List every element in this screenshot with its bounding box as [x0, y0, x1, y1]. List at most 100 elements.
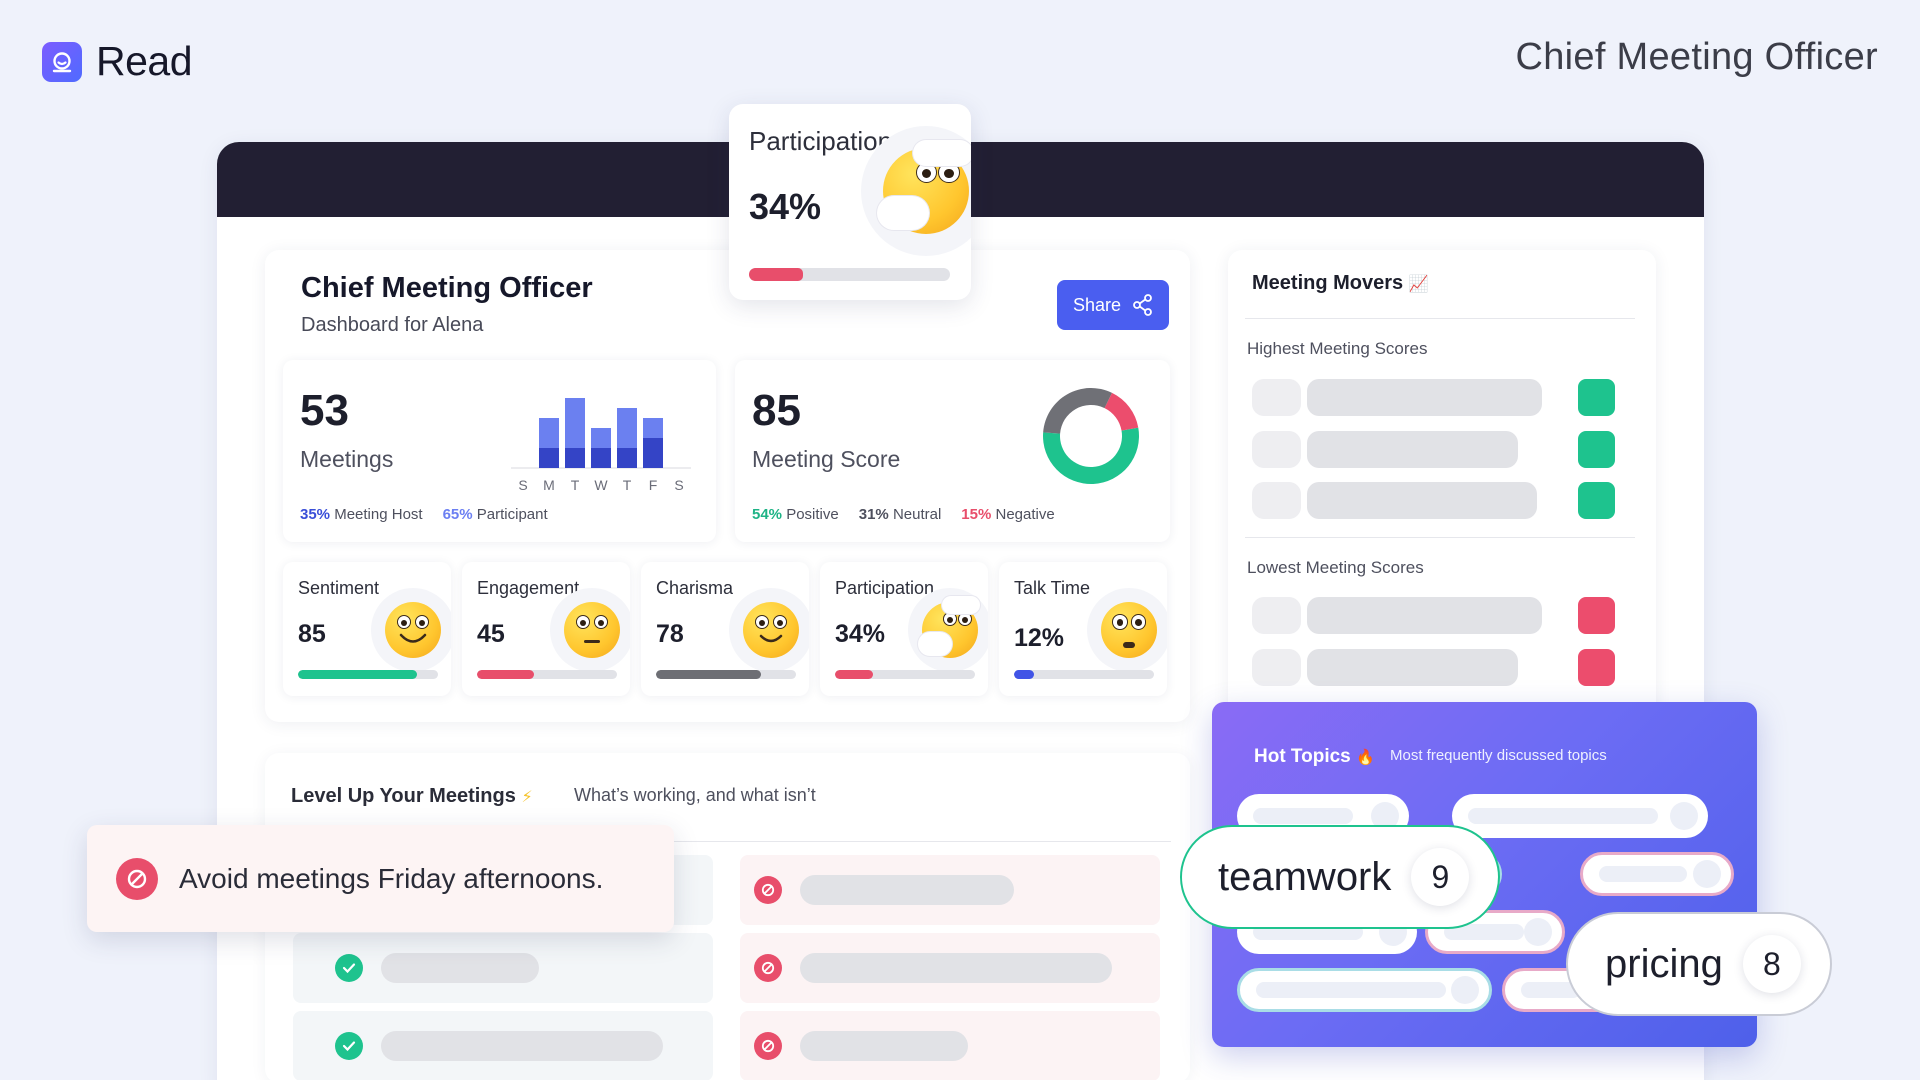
prohibited-icon	[754, 954, 782, 982]
face-in-clouds-icon	[908, 588, 988, 672]
metric-label: Charisma	[656, 578, 734, 598]
bar-segment	[617, 448, 637, 468]
prohibited-icon	[116, 857, 158, 900]
score-badge	[1578, 649, 1615, 686]
topic-count-badge: 9	[1411, 848, 1470, 906]
meeting-score-value: 85	[752, 386, 801, 435]
smiling-face-icon	[371, 588, 451, 672]
metric-progress-bar	[477, 670, 617, 679]
neutral-face-icon	[550, 588, 630, 672]
x-tick-label: F	[649, 477, 658, 493]
divider	[1245, 318, 1635, 319]
participation-label: Participation	[749, 126, 893, 156]
check-circle-icon	[335, 1032, 363, 1060]
topic-label: teamwork	[1218, 854, 1392, 899]
share-button[interactable]: Share	[1057, 280, 1169, 330]
dashboard-card: Chief Meeting Officer Dashboard for Alen…	[265, 250, 1190, 722]
metric-card-talk-time[interactable]: Talk Time 12%	[999, 562, 1167, 696]
score-badge	[1578, 431, 1615, 468]
metric-label: Sentiment	[298, 578, 380, 598]
divider	[291, 841, 1171, 842]
topic-chip[interactable]	[1452, 794, 1708, 838]
divider	[1245, 537, 1635, 538]
meetings-label: Meetings	[300, 446, 394, 472]
list-item[interactable]	[740, 933, 1160, 1003]
level-up-title: Level Up Your Meetings ⚡	[291, 785, 533, 807]
score-badge	[1578, 379, 1615, 416]
bar-segment	[539, 448, 559, 468]
list-item[interactable]	[293, 933, 713, 1003]
metric-card-charisma[interactable]: Charisma 78	[641, 562, 809, 696]
topic-tag-pricing[interactable]: pricing 8	[1566, 912, 1832, 1016]
share-icon	[1133, 294, 1152, 316]
face-in-clouds-icon	[861, 126, 971, 256]
metric-card-sentiment[interactable]: Sentiment 85	[283, 562, 451, 696]
lightning-icon: ⚡	[521, 789, 533, 806]
share-button-label: Share	[1072, 294, 1122, 315]
dashboard-subtitle: Dashboard for Alena	[301, 314, 484, 336]
flushed-face-icon	[1087, 588, 1167, 672]
lowest-scores-label: Lowest Meeting Scores	[1247, 558, 1424, 577]
bar-segment	[565, 398, 585, 448]
avoid-tip-callout[interactable]: Avoid meetings Friday afternoons.	[87, 825, 674, 932]
metric-label: Engagement	[477, 578, 580, 598]
neutral-stat: 31% Neutral	[858, 506, 942, 523]
list-item[interactable]	[1252, 482, 1537, 519]
metric-value: 78	[656, 620, 684, 648]
placeholder-bar	[800, 1031, 968, 1061]
donut-slice-negative	[1104, 392, 1139, 431]
sentiment-donut-chart	[1043, 388, 1139, 484]
avoid-tip-text: Avoid meetings Friday afternoons.	[179, 862, 604, 894]
list-item[interactable]	[740, 1011, 1160, 1080]
donut-slice-positive	[1043, 427, 1139, 484]
metric-value: 34%	[835, 620, 886, 648]
list-item[interactable]	[1252, 379, 1542, 416]
dashboard-title: Chief Meeting Officer	[301, 272, 593, 304]
read-logo-icon	[42, 41, 82, 82]
bar-segment	[591, 448, 611, 468]
list-item[interactable]	[1252, 431, 1518, 468]
metric-card-engagement[interactable]: Engagement 45	[462, 562, 630, 696]
bar-segment	[591, 428, 611, 448]
topic-count-badge: 8	[1742, 935, 1801, 993]
page-heading: Chief Meeting Officer	[1515, 36, 1878, 78]
metric-card-participation[interactable]: Participation 34%	[820, 562, 988, 696]
participation-popout-card[interactable]: Participation 34%	[729, 104, 971, 300]
list-item[interactable]	[1252, 597, 1542, 634]
placeholder-bar	[381, 1031, 663, 1061]
topic-tag-teamwork[interactable]: teamwork 9	[1180, 825, 1500, 929]
prohibited-icon	[754, 1032, 782, 1060]
topic-chip[interactable]	[1580, 852, 1734, 896]
list-item[interactable]	[1252, 649, 1518, 686]
hot-topics-subtitle: Most frequently discussed topics	[1390, 747, 1607, 764]
topic-chip[interactable]	[1237, 968, 1492, 1012]
chart-increasing-icon: 📈	[1408, 276, 1429, 293]
smiling-face-icon	[729, 588, 809, 672]
list-item[interactable]	[293, 1011, 713, 1080]
hot-topics-title: Hot Topics 🔥	[1254, 746, 1375, 767]
x-tick-label: W	[594, 477, 608, 493]
placeholder-bar	[800, 953, 1112, 983]
brand-name: Read	[96, 38, 193, 84]
meeting-score-stat-card[interactable]: 85 Meeting Score 54% Positive 31% Neutra…	[735, 360, 1170, 542]
score-badge	[1578, 597, 1615, 634]
brand[interactable]: Read	[42, 38, 193, 85]
topic-label: pricing	[1605, 941, 1723, 986]
metric-progress-bar	[298, 670, 438, 679]
prohibited-icon	[754, 876, 782, 904]
score-badge	[1578, 482, 1615, 519]
bar-segment	[617, 408, 637, 448]
list-item[interactable]	[740, 855, 1160, 925]
metric-value: 85	[298, 620, 326, 648]
topic-chip[interactable]	[1425, 910, 1565, 954]
metric-progress-bar	[656, 670, 796, 679]
check-circle-icon	[335, 954, 363, 982]
x-tick-label: M	[543, 477, 555, 493]
bar-segment	[565, 448, 585, 468]
x-tick-label: T	[623, 477, 632, 493]
metric-progress-bar	[835, 670, 975, 679]
level-up-subtitle: What’s working, and what isn’t	[574, 785, 816, 805]
participation-value: 34%	[749, 186, 822, 227]
